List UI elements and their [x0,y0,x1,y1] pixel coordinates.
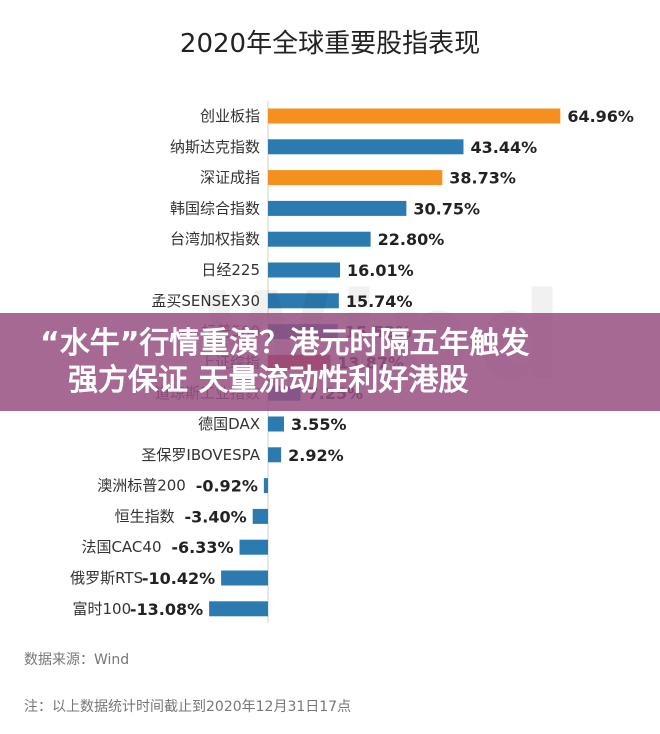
bar-3 [268,200,407,216]
value-label-2: 38.73% [449,169,516,188]
value-label-0: 64.96% [567,107,634,126]
headline-line-2: 强方保证 天量流动性利好港股 [68,363,469,398]
footnote: 注：以上数据统计时间截止到2020年12月31日17点 [24,699,351,715]
category-label-3: 韩国综合指数 [170,199,260,217]
value-label-14: -6.33% [171,538,233,557]
category-label-5: 日经225 [201,261,260,279]
category-label-11: 圣保罗IBOVESPA [141,446,260,464]
value-label-3: 30.75% [413,199,480,218]
category-label-6: 孟买SENSEX30 [151,292,260,310]
source-note: 数据来源：Wind [24,652,129,668]
bar-6 [268,293,339,309]
value-label-6: 15.74% [346,292,413,311]
category-label-4: 台湾加权指数 [170,230,260,248]
bars-group [209,108,561,617]
category-label-10: 德国DAX [198,415,260,433]
category-label-15: 俄罗斯RTS [70,569,143,587]
value-label-15: -10.42% [142,569,215,588]
value-label-5: 16.01% [347,261,414,280]
bar-14 [239,539,268,555]
category-label-16: 富时100 [72,600,131,618]
value-label-11: 2.92% [288,446,344,465]
value-label-12: -0.92% [196,477,258,496]
value-label-1: 43.44% [470,138,537,157]
bar-11 [268,447,282,463]
bar-0 [268,108,561,124]
bar-16 [209,601,268,617]
bar-15 [221,570,268,586]
category-label-0: 创业板指 [200,107,260,125]
value-label-10: 3.55% [291,415,347,434]
category-label-2: 深证成指 [200,169,260,187]
bar-5 [268,262,341,278]
bar-10 [268,416,284,432]
value-label-16: -13.08% [130,600,203,619]
value-label-13: -3.40% [185,507,247,526]
value-label-4: 22.80% [378,230,445,249]
bar-4 [268,231,371,247]
bar-13 [252,508,268,524]
category-label-14: 法国CAC40 [81,538,161,556]
chart-title: 2020年全球重要股指表现 [180,29,480,59]
bar-1 [268,139,464,155]
category-label-13: 恒生指数 [115,507,175,525]
bar-12 [263,478,268,494]
category-label-1: 纳斯达克指数 [170,138,260,156]
headline-banner[interactable]: “水牛”行情重演？港元时隔五年触发 强方保证 天量流动性利好港股 [0,313,660,411]
category-label-12: 澳洲标普200 [97,477,186,495]
bar-2 [268,170,443,186]
headline-line-1: “水牛”行情重演？港元时隔五年触发 [40,326,530,361]
